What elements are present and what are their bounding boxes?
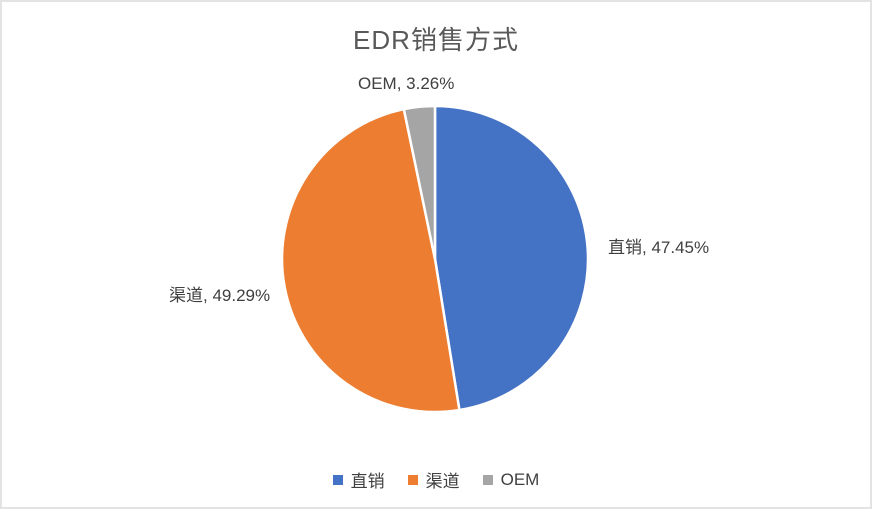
legend-swatch-direct-sales-icon	[332, 474, 343, 485]
legend-item-direct-sales: 直销	[332, 467, 385, 492]
legend-swatch-channel-icon	[407, 474, 418, 485]
legend-label-direct-sales: 直销	[350, 472, 385, 491]
legend-swatch-oem-icon	[482, 474, 493, 485]
pie-slice-渠道	[280, 107, 461, 414]
chart-legend: 直销 渠道 OEM	[2, 467, 870, 492]
pie-chart	[280, 104, 590, 414]
data-label-channel: 渠道, 49.29%	[169, 286, 271, 305]
legend-item-oem: OEM	[482, 469, 540, 490]
legend-label-channel: 渠道	[425, 472, 460, 491]
pie-slice-直销	[433, 104, 590, 412]
data-label-direct-sales: 直销, 47.45%	[608, 238, 710, 257]
pie-slice-OEM	[402, 104, 437, 261]
data-label-oem: OEM, 3.26%	[358, 74, 455, 93]
legend-item-channel: 渠道	[407, 467, 460, 492]
legend-label-oem: OEM	[500, 469, 540, 489]
chart-title: EDR销售方式	[353, 25, 519, 55]
